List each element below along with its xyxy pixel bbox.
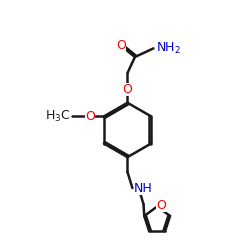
Text: O: O [86, 110, 95, 123]
Text: O: O [116, 40, 126, 52]
Text: O: O [156, 199, 166, 212]
Text: NH: NH [134, 182, 152, 194]
Text: NH$_2$: NH$_2$ [156, 41, 181, 56]
Text: H$_3$C: H$_3$C [45, 109, 70, 124]
Text: O: O [122, 83, 132, 96]
